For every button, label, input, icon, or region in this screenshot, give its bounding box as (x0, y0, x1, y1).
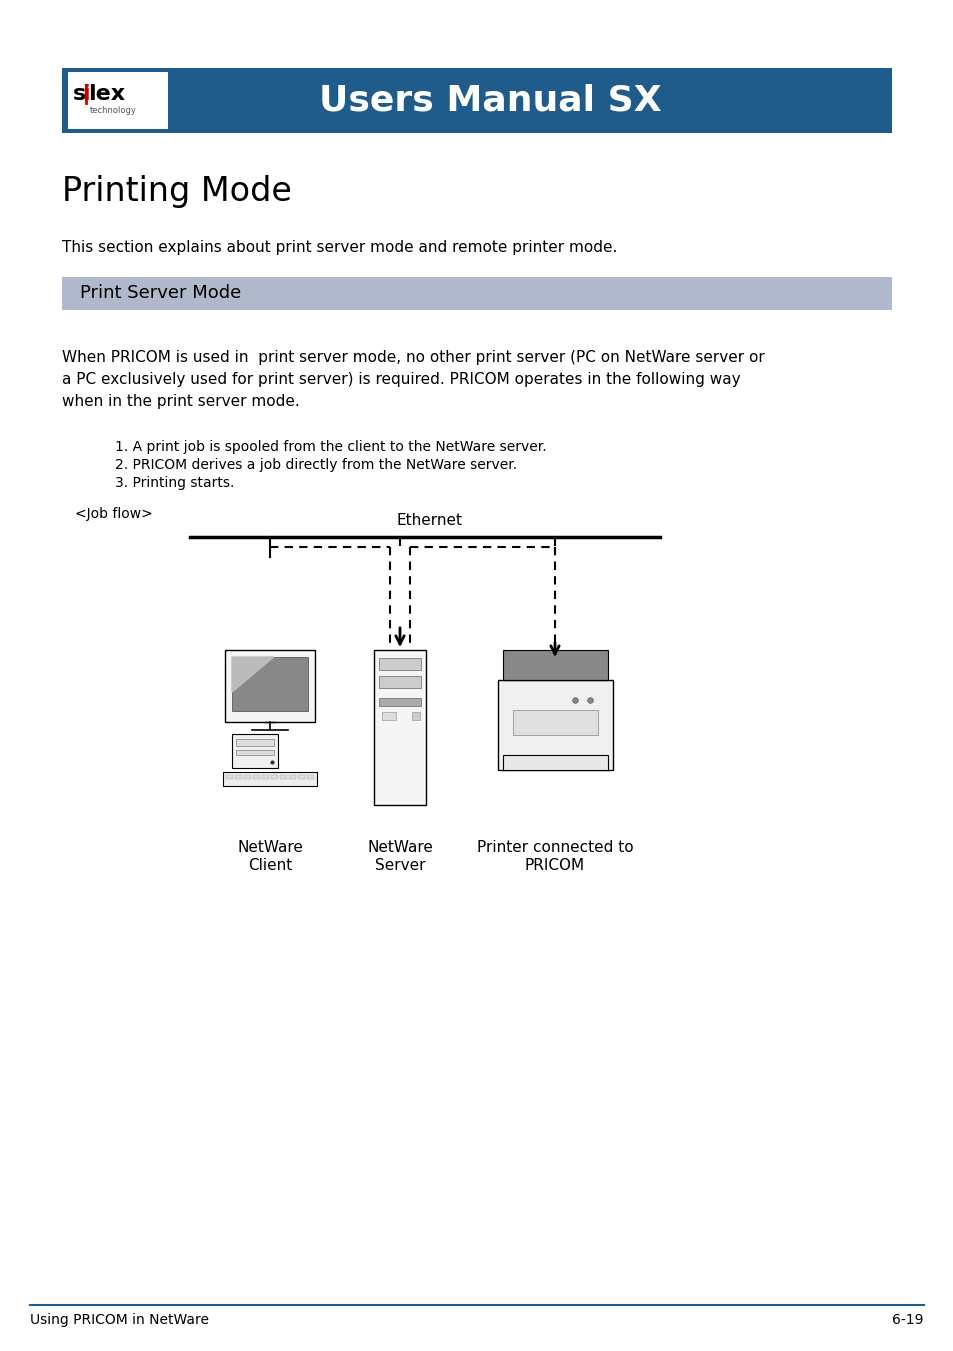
Bar (297, 775, 305, 780)
Text: When PRICOM is used in  print server mode, no other print server (PC on NetWare : When PRICOM is used in print server mode… (62, 350, 764, 365)
Text: 3. Printing starts.: 3. Printing starts. (115, 476, 234, 490)
Text: Printing Mode: Printing Mode (62, 176, 292, 208)
Bar (235, 739, 274, 746)
Text: Ethernet: Ethernet (396, 513, 462, 528)
Bar (262, 775, 269, 780)
Bar (502, 755, 607, 770)
Bar (513, 711, 598, 735)
Bar (62, 277, 891, 309)
Text: s: s (73, 85, 86, 104)
Bar (502, 650, 607, 680)
Bar (378, 676, 420, 688)
Bar (289, 775, 295, 780)
Bar (235, 750, 274, 755)
Text: when in the print server mode.: when in the print server mode. (62, 394, 299, 409)
Text: Using PRICOM in NetWare: Using PRICOM in NetWare (30, 1313, 209, 1327)
Text: 1. A print job is spooled from the client to the NetWare server.: 1. A print job is spooled from the clien… (115, 440, 546, 454)
Bar (234, 775, 242, 780)
Bar (412, 712, 419, 720)
Bar (271, 775, 277, 780)
Bar (244, 775, 251, 780)
Text: 6-19: 6-19 (892, 1313, 923, 1327)
Text: NetWare: NetWare (367, 840, 433, 855)
Bar (378, 658, 420, 670)
Text: Printer connected to: Printer connected to (476, 840, 633, 855)
Text: PRICOM: PRICOM (524, 858, 584, 873)
Bar (381, 712, 395, 720)
Bar (253, 775, 260, 780)
Bar (232, 734, 277, 767)
Text: <Job flow>: <Job flow> (75, 507, 152, 521)
Bar (280, 775, 287, 780)
Text: This section explains about print server mode and remote printer mode.: This section explains about print server… (62, 240, 617, 255)
Text: 2. PRICOM derives a job directly from the NetWare server.: 2. PRICOM derives a job directly from th… (115, 458, 517, 471)
Text: Users Manual SX: Users Manual SX (318, 84, 660, 118)
Bar (223, 771, 316, 786)
Bar (226, 775, 233, 780)
Text: technology: technology (90, 105, 136, 115)
Polygon shape (232, 657, 274, 692)
Text: lex: lex (88, 85, 125, 104)
Text: NetWare: NetWare (236, 840, 303, 855)
Text: Print Server Mode: Print Server Mode (80, 285, 241, 303)
Text: i: i (82, 85, 90, 104)
Bar (232, 657, 308, 711)
Bar (378, 698, 420, 707)
Bar (62, 68, 891, 132)
Text: Server: Server (375, 858, 425, 873)
Bar (497, 680, 613, 770)
Bar (374, 650, 426, 805)
Text: a PC exclusively used for print server) is required. PRICOM operates in the foll: a PC exclusively used for print server) … (62, 372, 740, 386)
Bar (307, 775, 314, 780)
Bar (225, 650, 314, 721)
Text: Client: Client (248, 858, 292, 873)
Bar (68, 72, 168, 128)
